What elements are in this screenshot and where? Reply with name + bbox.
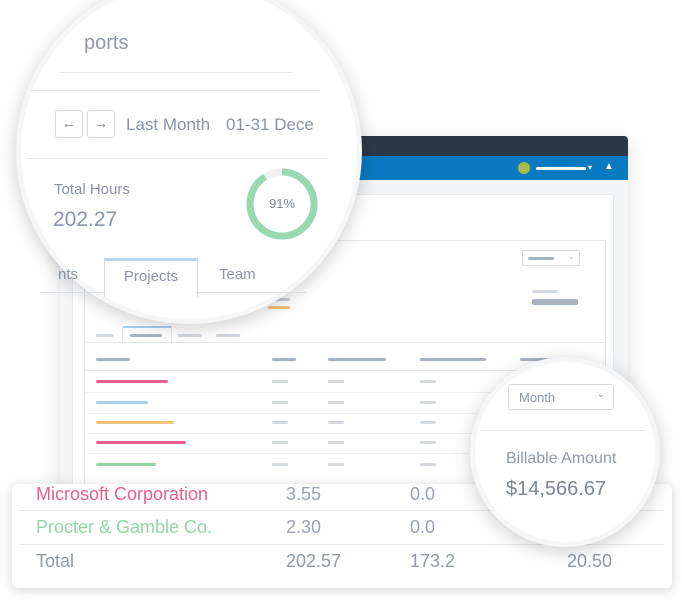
divider [60,72,292,73]
tab-projects[interactable]: Projects [104,258,198,297]
placeholder-text [268,298,290,301]
period-label[interactable]: Last Month [126,115,211,134]
chevron-down-icon: ⌄ [596,389,605,400]
column-header [272,358,296,361]
mini-period-select[interactable]: ⌄ [522,250,580,266]
project-name[interactable]: Microsoft Corporation [36,484,209,504]
column-header [420,358,486,361]
subtab-placeholder[interactable] [178,334,202,337]
row-cell [328,441,344,444]
donut-progress [246,168,318,240]
divider [84,392,604,393]
row-cell [272,441,288,444]
row-cell [328,421,344,424]
divider [84,342,604,343]
divider [84,413,604,414]
arrow-left-icon: ← [61,115,77,132]
subtab-placeholder[interactable] [96,334,114,337]
user-name-placeholder[interactable] [536,167,586,170]
avatar[interactable] [518,162,530,174]
tab-team[interactable]: Team [219,266,256,283]
donut-percent-label: 91% [269,196,295,211]
column-header [328,358,386,361]
billable-cell: 0.0 [410,484,436,504]
placeholder-text [268,306,290,309]
billable-cell: 0.0 [410,517,436,537]
hours-cell: 2.30 [286,517,322,537]
row-project-bar[interactable] [96,441,186,444]
page-title: ports [84,32,129,54]
bell-icon[interactable]: ▲ [604,161,614,172]
row-cell [420,421,436,424]
column-header [96,358,130,361]
total-label: Total [36,551,75,571]
total-billable-hours: 173.2 [410,551,456,571]
total-amount: 20.50 [566,551,612,571]
next-period-button[interactable]: → [87,110,115,138]
divider [84,433,604,434]
chevron-down-icon[interactable]: ▾ [588,163,593,172]
placeholder-text [532,290,558,293]
row-project-bar[interactable] [96,421,174,424]
divider [84,370,604,371]
row-cell [328,380,344,383]
row-cell [420,441,436,444]
row-cell [328,463,344,466]
row-cell [272,463,288,466]
row-cell [328,401,344,404]
total-hours: 202.57 [286,551,342,571]
row-project-bar[interactable] [96,463,156,466]
divider [196,292,306,293]
date-range: 01-31 Dece [226,115,314,134]
billable-amount-value: $14,566.67 [506,478,607,500]
period-select[interactable]: Month ⌄ [508,384,614,410]
row-cell [420,401,436,404]
table-row[interactable]: Microsoft Corporation 3.55 0.0 [20,484,664,512]
row-cell [272,421,288,424]
placeholder-text [532,299,578,305]
divider [84,453,604,454]
billable-amount-label: Billable Amount [506,450,617,467]
table-total-row: Total 202.57 173.2 20.50 [20,544,664,579]
row-cell [420,463,436,466]
divider [30,90,320,91]
row-project-bar[interactable] [96,380,168,383]
tab-clients[interactable]: nts [58,266,79,283]
chevron-down-icon: ⌄ [568,252,575,261]
hours-cell: 3.55 [286,484,322,504]
total-hours-value: 202.27 [53,208,118,231]
prev-period-button[interactable]: ← [55,110,83,138]
period-select-value: Month [519,390,556,405]
project-name[interactable]: Procter & Gamble Co. [36,517,213,537]
row-project-bar[interactable] [96,401,148,404]
table-row[interactable]: Procter & Gamble Co. 2.30 0.0 [20,510,664,545]
divider [28,158,328,159]
subtab-placeholder[interactable] [216,334,240,337]
divider [480,430,646,431]
arrow-right-icon: → [93,115,109,132]
row-cell [272,401,288,404]
row-cell [272,380,288,383]
divider [40,292,104,293]
subtab-placeholder [130,334,162,337]
billable-donut-chart: 91% [246,168,318,240]
total-hours-label: Total Hours [54,181,130,198]
row-cell [420,380,436,383]
